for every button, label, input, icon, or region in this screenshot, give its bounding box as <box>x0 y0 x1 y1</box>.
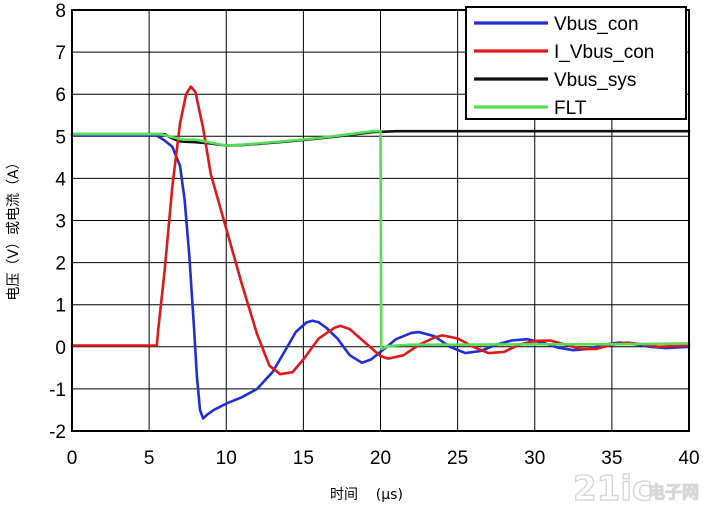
y-tick-label-9: 7 <box>55 43 66 64</box>
y-axis-ticks: -2 -1 0 1 2 3 4 5 6 7 8 <box>49 1 66 443</box>
legend-label-flt: FLT <box>554 98 587 119</box>
y-tick-label-0: -2 <box>49 422 66 443</box>
y-tick-label-1: -1 <box>49 380 66 401</box>
series-layer <box>70 85 691 420</box>
x-tick-label-6: 30 <box>524 448 545 469</box>
x-tick-label-4: 20 <box>370 448 391 469</box>
x-tick-label-1: 5 <box>144 448 155 469</box>
x-axis-label: 时间 (μs) <box>330 487 403 503</box>
x-tick-label-0: 0 <box>67 448 78 469</box>
legend-label-i-vbus-con: I_Vbus_con <box>554 42 654 63</box>
watermark-sub: 电子网 <box>648 482 699 503</box>
x-tick-label-7: 35 <box>601 448 622 469</box>
y-tick-label-7: 5 <box>55 127 66 148</box>
series-line-vbus-con <box>70 134 691 420</box>
watermark: 21ic 电子网 <box>572 468 699 509</box>
x-tick-label-8: 40 <box>678 448 699 469</box>
x-tick-label-5: 25 <box>447 448 468 469</box>
y-tick-label-6: 4 <box>55 169 66 190</box>
y-axis-label: 电压（V）或电流（A） <box>6 155 22 300</box>
y-tick-label-2: 0 <box>55 338 66 359</box>
legend: Vbus_con I_Vbus_con Vbus_sys FLT <box>465 6 687 120</box>
x-tick-label-3: 15 <box>293 448 314 469</box>
x-axis-ticks: 0 5 10 15 20 25 30 35 40 <box>67 448 700 469</box>
y-tick-label-5: 3 <box>55 212 66 233</box>
y-tick-label-4: 2 <box>55 254 66 275</box>
legend-box <box>465 6 687 120</box>
plot-frame <box>71 9 690 432</box>
series-line-flt <box>70 129 691 351</box>
legend-label-vbus-con: Vbus_con <box>554 14 639 35</box>
y-tick-label-10: 8 <box>55 1 66 22</box>
x-tick-label-2: 10 <box>216 448 237 469</box>
watermark-main: 21ic <box>573 469 652 509</box>
legend-label-vbus-sys: Vbus_sys <box>554 70 636 91</box>
y-tick-label-3: 1 <box>55 296 66 317</box>
y-tick-label-8: 6 <box>55 85 66 106</box>
